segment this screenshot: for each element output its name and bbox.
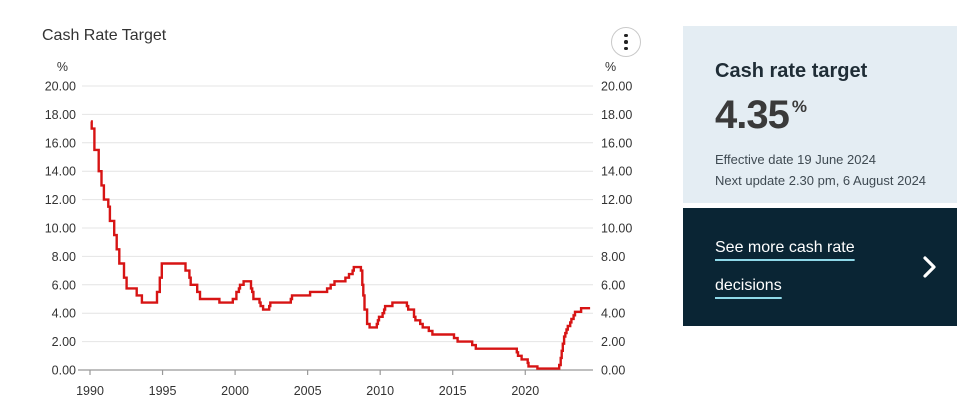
svg-text:1995: 1995 — [149, 384, 177, 398]
next-update: Next update 2.30 pm, 6 August 2024 — [715, 173, 927, 189]
svg-text:6.00: 6.00 — [52, 278, 76, 292]
svg-text:8.00: 8.00 — [52, 250, 76, 264]
grid-lines — [82, 85, 593, 343]
svg-text:12.00: 12.00 — [601, 193, 632, 207]
svg-text:2010: 2010 — [366, 384, 394, 398]
svg-text:0.00: 0.00 — [601, 364, 625, 378]
x-axis: 1990 1995 2000 2005 2010 2015 2020 — [76, 369, 593, 398]
y-axis-right: 0.00 2.00 4.00 6.00 8.00 10.00 12.00 14.00 16.00… — [601, 80, 632, 378]
svg-text:16.00: 16.00 — [601, 136, 632, 150]
svg-text:8.00: 8.00 — [601, 250, 625, 264]
chart-title: Cash Rate Target — [42, 27, 167, 44]
kebab-menu-icon — [624, 46, 628, 51]
svg-text:18.00: 18.00 — [601, 108, 632, 122]
svg-text:20.00: 20.00 — [601, 80, 632, 94]
svg-text:2015: 2015 — [439, 384, 467, 398]
svg-text:2020: 2020 — [511, 384, 539, 398]
see-more-decisions-card[interactable]: See more cash rate decisions — [683, 208, 957, 326]
svg-text:2.00: 2.00 — [52, 335, 76, 349]
chevron-right-icon — [922, 255, 937, 279]
see-more-decisions-link[interactable]: See more cash rate decisions — [715, 239, 855, 294]
rate-dates: Effective date 19 June 2024 Next update … — [715, 149, 937, 192]
cash-rate-chart: 1990 1995 2000 2005 2010 2015 2020 0.00 2.00 4.0… — [45, 60, 633, 398]
svg-text:10.00: 10.00 — [601, 222, 632, 236]
rate-unit: % — [791, 97, 807, 116]
svg-text:0.00: 0.00 — [52, 364, 76, 378]
svg-text:1990: 1990 — [76, 384, 104, 398]
y-axis-left: 0.00 2.00 4.00 6.00 8.00 10.00 12.00 14.00 16.00… — [45, 80, 76, 378]
y-axis-unit-right: % — [605, 60, 616, 74]
svg-text:12.00: 12.00 — [45, 193, 76, 207]
y-axis-unit-left: % — [57, 60, 68, 74]
svg-text:2.00: 2.00 — [601, 335, 625, 349]
series-cash-rate-line — [90, 120, 591, 370]
chart-menu-button[interactable] — [611, 27, 641, 57]
info-card-heading: Cash rate target — [715, 60, 868, 82]
svg-text:18.00: 18.00 — [45, 108, 76, 122]
svg-text:14.00: 14.00 — [45, 165, 76, 179]
svg-text:2000: 2000 — [221, 384, 249, 398]
cash-rate-info-card: Cash rate target 4.35% Effective date 19… — [683, 26, 957, 203]
svg-text:4.00: 4.00 — [601, 307, 625, 321]
kebab-menu-icon — [624, 33, 628, 38]
svg-text:16.00: 16.00 — [45, 136, 76, 150]
rate-value: 4.35 — [715, 93, 790, 137]
effective-date: Effective date 19 June 2024 — [715, 152, 876, 167]
svg-text:2005: 2005 — [294, 384, 322, 398]
svg-text:20.00: 20.00 — [45, 80, 76, 94]
current-rate: 4.35% — [715, 95, 937, 135]
svg-text:14.00: 14.00 — [601, 165, 632, 179]
svg-text:10.00: 10.00 — [45, 222, 76, 236]
kebab-menu-icon — [624, 40, 628, 44]
svg-text:4.00: 4.00 — [52, 307, 76, 321]
svg-text:6.00: 6.00 — [601, 278, 625, 292]
